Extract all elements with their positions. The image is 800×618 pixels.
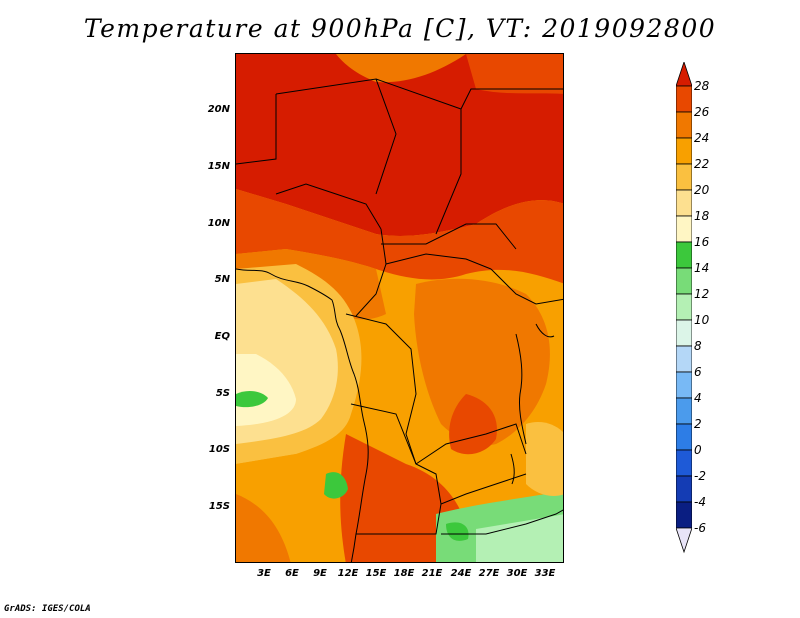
- lake-malawi: [510, 453, 515, 485]
- border-j: [345, 313, 417, 465]
- colorbar-cell-12: [676, 397, 692, 425]
- border-a: [275, 78, 397, 195]
- border-i: [490, 268, 563, 305]
- colorbar-cell-8: [676, 293, 692, 321]
- colorbar-label-14: 14: [694, 261, 710, 275]
- lat-tick-10s: 10S: [208, 444, 230, 455]
- border-n: [441, 509, 563, 535]
- border-l: [350, 403, 442, 505]
- colorbar-cell-4: [676, 189, 692, 217]
- colorbar-label-minus2: -2: [694, 469, 706, 483]
- lat-tick-15s: 15S: [208, 501, 230, 512]
- field-northeast-26: [466, 54, 563, 94]
- colorbar-cell-3: [676, 163, 692, 191]
- lon-tick-18e: 18E: [393, 568, 415, 579]
- colorbar-label-24: 24: [694, 131, 710, 145]
- field-south-green-a: [324, 472, 348, 499]
- border-g: [381, 223, 517, 250]
- field-north-24: [336, 54, 466, 83]
- field-south-hot: [340, 434, 466, 562]
- border-b: [375, 78, 462, 235]
- lat-tick-15n: 15N: [207, 161, 230, 172]
- colorbar-label-8: 8: [694, 339, 702, 353]
- colorbar-label-16: 16: [694, 235, 710, 249]
- lon-tick-3e: 3E: [257, 568, 271, 579]
- field-east-26: [449, 394, 497, 455]
- border-d: [236, 94, 277, 165]
- lon-tick-15e: 15E: [365, 568, 387, 579]
- field-east-24: [414, 278, 550, 446]
- lon-tick-33e: 33E: [534, 568, 556, 579]
- colorbar-label-minus4: -4: [694, 495, 706, 509]
- colorbar-label-2: 2: [694, 417, 702, 431]
- colorbar-bottom-cap: [676, 527, 692, 554]
- lon-tick-21e: 21E: [421, 568, 443, 579]
- boundaries: [236, 78, 563, 562]
- lake-victoria: [535, 323, 555, 338]
- colorbar-label-4: 4: [694, 391, 702, 405]
- colorbar: [676, 62, 692, 554]
- lon-tick-24e: 24E: [450, 568, 472, 579]
- colorbar-cell-14: [676, 449, 692, 477]
- west-coastline: [236, 268, 369, 562]
- field-southwest-24: [236, 494, 291, 562]
- lat-tick-10n: 10N: [207, 218, 230, 229]
- field-band-24: [236, 189, 563, 284]
- field-west-green: [236, 390, 268, 408]
- lat-tick-5n: 5N: [214, 274, 230, 285]
- colorbar-cell-11: [676, 371, 692, 399]
- field-east-coast-20: [526, 422, 563, 496]
- field-southeast-10: [476, 514, 563, 562]
- colorbar-label-10: 10: [694, 313, 710, 327]
- lake-boundary: [515, 333, 527, 445]
- border-k: [415, 423, 527, 465]
- colorbar-cell-15: [676, 475, 692, 503]
- colorbar-cell-1: [676, 111, 692, 139]
- colorbar-cell-13: [676, 423, 692, 451]
- lon-tick-30e: 30E: [506, 568, 528, 579]
- colorbar-cell-10: [676, 345, 692, 373]
- lon-tick-6e: 6E: [285, 568, 299, 579]
- colorbar-cell-2: [676, 137, 692, 165]
- colorbar-cell-16: [676, 501, 692, 529]
- colorbar-label-6: 6: [694, 365, 702, 379]
- chart-title: Temperature at 900hPa [C], VT: 201909280…: [83, 14, 717, 43]
- lon-tick-9e: 9E: [313, 568, 327, 579]
- colorbar-label-26: 26: [694, 105, 710, 119]
- border-h: [385, 253, 492, 270]
- colorbar-label-0: 0: [694, 443, 702, 457]
- border-m: [356, 473, 527, 535]
- lon-tick-12e: 12E: [337, 568, 359, 579]
- lat-tick-20n: 20N: [207, 104, 230, 115]
- lat-tick-eq: EQ: [214, 331, 230, 342]
- temperature-field: [236, 54, 563, 562]
- lon-tick-27e: 27E: [478, 568, 500, 579]
- colorbar-cell-0: [676, 85, 692, 113]
- colorbar-label-20: 20: [694, 183, 710, 197]
- border-e: [275, 183, 382, 230]
- field-south-green-b: [446, 522, 469, 541]
- lat-tick-5s: 5S: [215, 388, 230, 399]
- colorbar-label-12: 12: [694, 287, 710, 301]
- colorbar-cell-7: [676, 267, 692, 295]
- credit-text: GrADS: IGES/COLA: [4, 604, 91, 614]
- field-north-hot: [236, 54, 563, 236]
- field-west-16: [236, 354, 296, 426]
- colorbar-label-minus6: -6: [694, 521, 706, 535]
- colorbar-top-cap: [676, 62, 692, 87]
- colorbar-cell-9: [676, 319, 692, 347]
- colorbar-label-28: 28: [694, 79, 710, 93]
- colorbar-cell-5: [676, 215, 692, 243]
- temperature-map: [235, 53, 564, 563]
- border-c: [460, 88, 563, 110]
- colorbar-label-18: 18: [694, 209, 710, 223]
- colorbar-label-22: 22: [694, 157, 710, 171]
- border-f: [355, 228, 387, 317]
- colorbar-cells: [676, 62, 692, 554]
- colorbar-cell-6: [676, 241, 692, 269]
